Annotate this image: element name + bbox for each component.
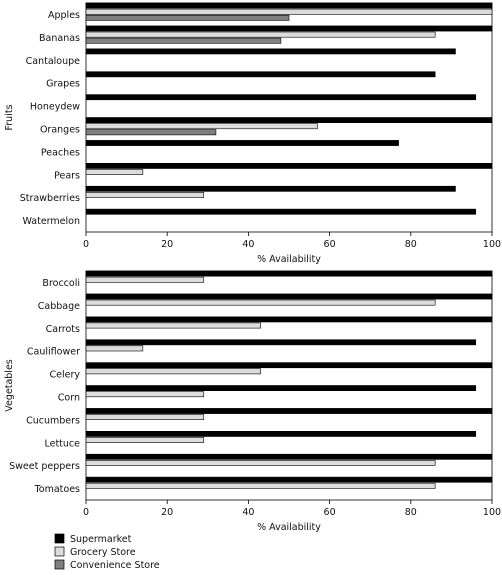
category-label-carrots: Carrots xyxy=(46,324,80,335)
bar-broccoli-grocery-store xyxy=(85,276,205,283)
bar-apples-supermarket xyxy=(85,2,493,9)
x-tick-label-0: 0 xyxy=(83,507,89,518)
category-label-honeydew: Honeydew xyxy=(30,102,80,113)
x-tick-label-0: 0 xyxy=(83,239,89,250)
bar-watermelon-supermarket xyxy=(85,208,477,215)
x-tick-label-40: 40 xyxy=(242,507,254,518)
bar-broccoli-supermarket xyxy=(85,270,493,277)
x-tick-label-80: 80 xyxy=(405,239,417,250)
bar-oranges-convenience-store xyxy=(85,129,217,136)
x-tick-label-40: 40 xyxy=(242,239,254,250)
x-axis-label: % Availability xyxy=(257,522,321,533)
bar-sweet-peppers-grocery-store xyxy=(85,459,436,466)
legend-swatch-grocery-store xyxy=(54,546,65,557)
legend-label-grocery-store: Grocery Store xyxy=(70,547,136,558)
group-label-fruits: Fruits xyxy=(4,104,15,130)
bar-tomatoes-grocery-store xyxy=(85,482,436,489)
bar-cabbage-grocery-store xyxy=(85,299,436,306)
category-label-watermelon: Watermelon xyxy=(23,216,81,227)
category-label-bananas: Bananas xyxy=(39,33,80,44)
category-label-peaches: Peaches xyxy=(41,147,80,158)
bar-cucumbers-supermarket xyxy=(85,408,493,414)
x-tick-label-60: 60 xyxy=(324,507,336,518)
bar-bananas-convenience-store xyxy=(85,37,282,44)
bar-cauliflower-supermarket xyxy=(85,339,477,346)
bar-tomatoes-supermarket xyxy=(85,476,493,483)
bar-lettuce-supermarket xyxy=(85,430,477,437)
category-label-cabbage: Cabbage xyxy=(38,301,80,312)
category-label-lettuce: Lettuce xyxy=(44,438,80,449)
x-tick-label-80: 80 xyxy=(405,507,417,518)
bar-cucumbers-grocery-store xyxy=(85,414,205,420)
bar-corn-grocery-store xyxy=(85,391,205,398)
x-tick-label-60: 60 xyxy=(324,239,336,250)
bar-oranges-supermarket xyxy=(85,117,493,123)
bar-pears-grocery-store xyxy=(85,169,144,175)
bar-peaches-supermarket xyxy=(85,140,399,146)
category-label-cauliflower: Cauliflower xyxy=(27,347,80,358)
category-label-broccoli: Broccoli xyxy=(42,278,80,289)
category-label-grapes: Grapes xyxy=(46,79,80,90)
bar-carrots-grocery-store xyxy=(85,322,261,329)
category-label-corn: Corn xyxy=(58,392,80,403)
bar-celery-grocery-store xyxy=(85,368,261,375)
bar-strawberries-supermarket xyxy=(85,185,456,192)
legend-label-supermarket: Supermarket xyxy=(70,534,132,545)
x-tick-label-100: 100 xyxy=(483,239,501,250)
bar-strawberries-grocery-store xyxy=(85,192,205,198)
bar-bananas-grocery-store xyxy=(85,31,436,38)
category-label-pears: Pears xyxy=(54,170,80,181)
bar-pears-supermarket xyxy=(85,163,493,169)
bar-cantaloupe-supermarket xyxy=(85,48,456,55)
bar-cauliflower-grocery-store xyxy=(85,345,144,352)
x-tick-label-20: 20 xyxy=(161,239,173,250)
category-label-celery: Celery xyxy=(50,370,81,381)
bar-lettuce-grocery-store xyxy=(85,437,205,443)
x-tick-label-100: 100 xyxy=(483,507,501,518)
bar-bananas-supermarket xyxy=(85,25,493,32)
category-label-cantaloupe: Cantaloupe xyxy=(26,56,81,67)
category-label-oranges: Oranges xyxy=(40,124,80,135)
bar-grapes-supermarket xyxy=(85,71,436,78)
legend-swatch-convenience-store xyxy=(54,559,65,570)
category-label-apples: Apples xyxy=(48,10,80,21)
bar-apples-grocery-store xyxy=(85,8,493,15)
category-label-tomatoes: Tomatoes xyxy=(34,484,80,495)
bar-sweet-peppers-supermarket xyxy=(85,453,493,460)
group-label-vegetables: Vegetables xyxy=(4,359,15,412)
legend-swatch-supermarket xyxy=(54,533,65,544)
legend-label-convenience-store: Convenience Store xyxy=(70,560,160,570)
bar-celery-supermarket xyxy=(85,362,493,369)
category-label-sweet-peppers: Sweet peppers xyxy=(9,461,80,472)
bar-corn-supermarket xyxy=(85,385,477,391)
bar-apples-convenience-store xyxy=(85,14,290,21)
bar-oranges-grocery-store xyxy=(85,123,318,130)
bar-cabbage-supermarket xyxy=(85,293,493,300)
x-axis-label: % Availability xyxy=(257,254,321,265)
category-label-strawberries: Strawberries xyxy=(20,193,80,204)
bar-carrots-supermarket xyxy=(85,316,493,323)
category-label-cucumbers: Cucumbers xyxy=(26,415,80,426)
x-tick-label-20: 20 xyxy=(161,507,173,518)
bar-honeydew-supermarket xyxy=(85,94,477,101)
